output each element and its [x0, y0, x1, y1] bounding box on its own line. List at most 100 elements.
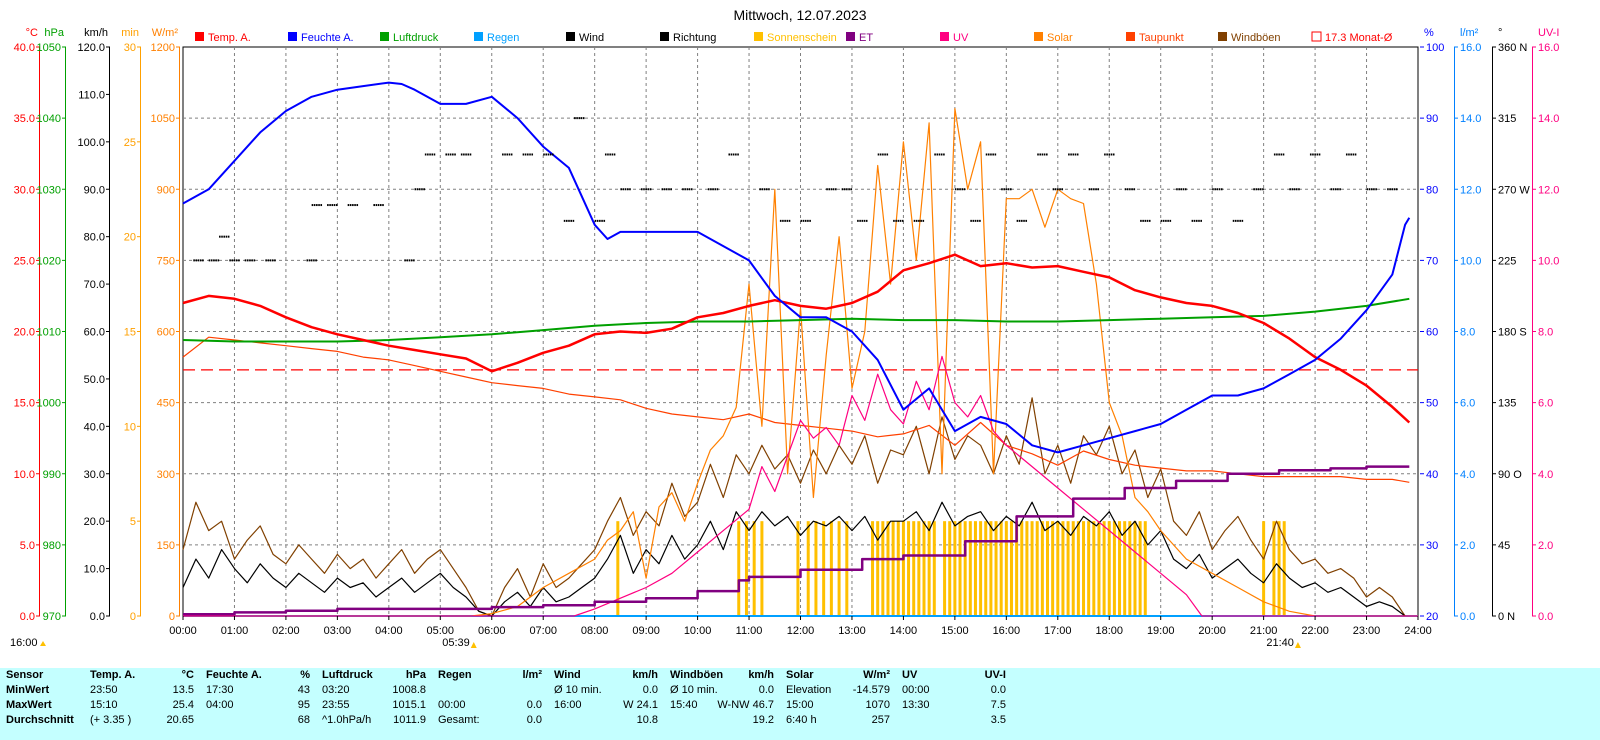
legend-label: 17.3 Monat-Ø — [1325, 32, 1393, 44]
sunshine-bar — [979, 521, 983, 616]
wind-direction-dot — [217, 259, 220, 262]
wind-direction-dot — [267, 259, 270, 262]
sunshine-bar — [999, 521, 1003, 616]
stats-header: MaxWert — [6, 699, 52, 711]
series-line-feuchte-a- — [182, 81, 1411, 454]
wind-direction-dot — [215, 259, 217, 262]
wind-direction-dot — [1039, 153, 1042, 156]
wind-direction-dot — [961, 188, 964, 191]
stats-cell: Ø 10 min. — [554, 684, 602, 696]
right-axis-tick-label: 90 — [1426, 113, 1438, 125]
wind-direction-dot — [1104, 153, 1106, 156]
wind-direction-dot — [1009, 188, 1012, 191]
wind-direction-dot — [1214, 188, 1216, 191]
legend-swatch — [846, 32, 855, 41]
x-axis-tick-label: 21:00 — [1250, 625, 1278, 637]
right-axis-tick-label: 80 — [1426, 184, 1438, 196]
stats-cell: 10.8 — [636, 714, 658, 726]
left-axis-tick-label: 20 — [124, 232, 136, 244]
legend-label: Solar — [1047, 32, 1073, 44]
wind-direction-dot — [527, 153, 529, 156]
wind-direction-dot — [1212, 188, 1214, 191]
wind-direction-dot — [716, 188, 719, 191]
stats-header: Durchschnitt — [6, 714, 74, 726]
wind-direction-dot — [915, 219, 918, 222]
wind-direction-dot — [936, 153, 939, 156]
right-axis-tick-label: 360 N — [1498, 42, 1527, 54]
stats-cell: 0.0 — [758, 684, 774, 696]
right-axis-tick-label: 16.0 — [1460, 42, 1481, 54]
wind-direction-dot — [661, 188, 664, 191]
x-axis-tick-label: 22:00 — [1301, 625, 1329, 637]
wind-direction-dot — [809, 219, 811, 222]
wind-direction-dot — [1291, 188, 1294, 191]
x-axis-tick-label: 09:00 — [632, 625, 660, 637]
wind-direction-dot — [349, 204, 352, 207]
stats-cell: 15:00 — [786, 699, 814, 711]
sunshine-bar — [876, 521, 880, 616]
wind-direction-dot — [622, 188, 625, 191]
axes: °C 0.0 5.0 10.0 15.0 20.0 25.0 30.0 35.0 40.0 hPa 9… — [14, 27, 1560, 623]
wind-direction-dot — [601, 219, 603, 222]
wind-direction-dot — [668, 188, 670, 191]
stats-header: Feuchte A. — [206, 669, 262, 681]
wind-direction-dot — [1339, 188, 1341, 191]
wind-direction-dot — [221, 235, 223, 238]
weather-chart: Mittwoch, 12.07.2023 Temp. A. Feuchte A. L… — [10, 7, 1560, 649]
wind-direction-dot — [835, 188, 837, 191]
left-axis-tick-label: 1050 — [37, 42, 61, 54]
left-axis-unit: km/h — [84, 27, 108, 39]
wind-direction-dot — [1148, 219, 1151, 222]
wind-direction-dot — [1257, 188, 1260, 191]
left-axis-tick-label: 90.0 — [84, 184, 105, 196]
right-axis-tick-label: 14.0 — [1460, 113, 1481, 125]
sunshine-bar — [1123, 521, 1127, 616]
sunshine-bar — [968, 521, 972, 616]
sunshine-bar — [1030, 521, 1034, 616]
wind-direction-dot — [382, 204, 384, 207]
sunshine-bar — [1277, 521, 1281, 616]
wind-direction-dot — [210, 259, 213, 262]
series-line-wind — [182, 501, 1406, 617]
wind-direction-dot — [1074, 153, 1077, 156]
wind-direction-dot — [570, 219, 572, 222]
wind-direction-dot — [899, 219, 902, 222]
wind-direction-dot — [1232, 219, 1235, 222]
wind-direction-dot — [1332, 188, 1335, 191]
right-axis-tick-label: 70 — [1426, 255, 1438, 267]
wind-direction-dot — [335, 204, 338, 207]
wind-direction-dot — [976, 219, 979, 222]
wind-direction-dot — [522, 153, 525, 156]
wind-direction-dot — [313, 259, 315, 262]
wind-direction-dot — [244, 259, 247, 262]
left-axis-unit: hPa — [44, 27, 64, 39]
wind-direction-dot — [1218, 188, 1221, 191]
wind-direction-dot — [1395, 188, 1398, 191]
sunshine-bar — [1056, 521, 1060, 616]
wind-direction-dot — [1097, 188, 1100, 191]
legend-label: Feuchte A. — [301, 32, 354, 44]
sunrise-marker — [470, 642, 477, 648]
stats-header: Solar — [786, 669, 814, 681]
sunshine-bar — [984, 521, 988, 616]
right-axis-tick-label: 2.0 — [1538, 540, 1553, 552]
wind-direction-dot — [1316, 153, 1319, 156]
wind-direction-dot — [761, 188, 764, 191]
left-axis-tick-label: 300 — [157, 469, 175, 481]
stats-cell: 20.65 — [166, 714, 194, 726]
wind-direction-dot — [469, 153, 472, 156]
sunshine-bar — [1066, 521, 1070, 616]
left-axis-tick-label: 100.0 — [77, 137, 105, 149]
wind-direction-dot — [710, 188, 712, 191]
sunshine-bar — [1102, 521, 1106, 616]
stats-cell: 16:00 — [554, 699, 582, 711]
wind-direction-dot — [663, 188, 666, 191]
wind-direction-dot — [1216, 188, 1219, 191]
wind-direction-dot — [193, 259, 195, 262]
sunshine-bar — [1004, 521, 1008, 616]
stats-cell: 43 — [297, 684, 310, 696]
stats-header: Luftdruck — [322, 669, 373, 681]
right-axis-unit: % — [1424, 27, 1434, 39]
wind-direction-dot — [1368, 188, 1371, 191]
wind-direction-dot — [1124, 188, 1127, 191]
